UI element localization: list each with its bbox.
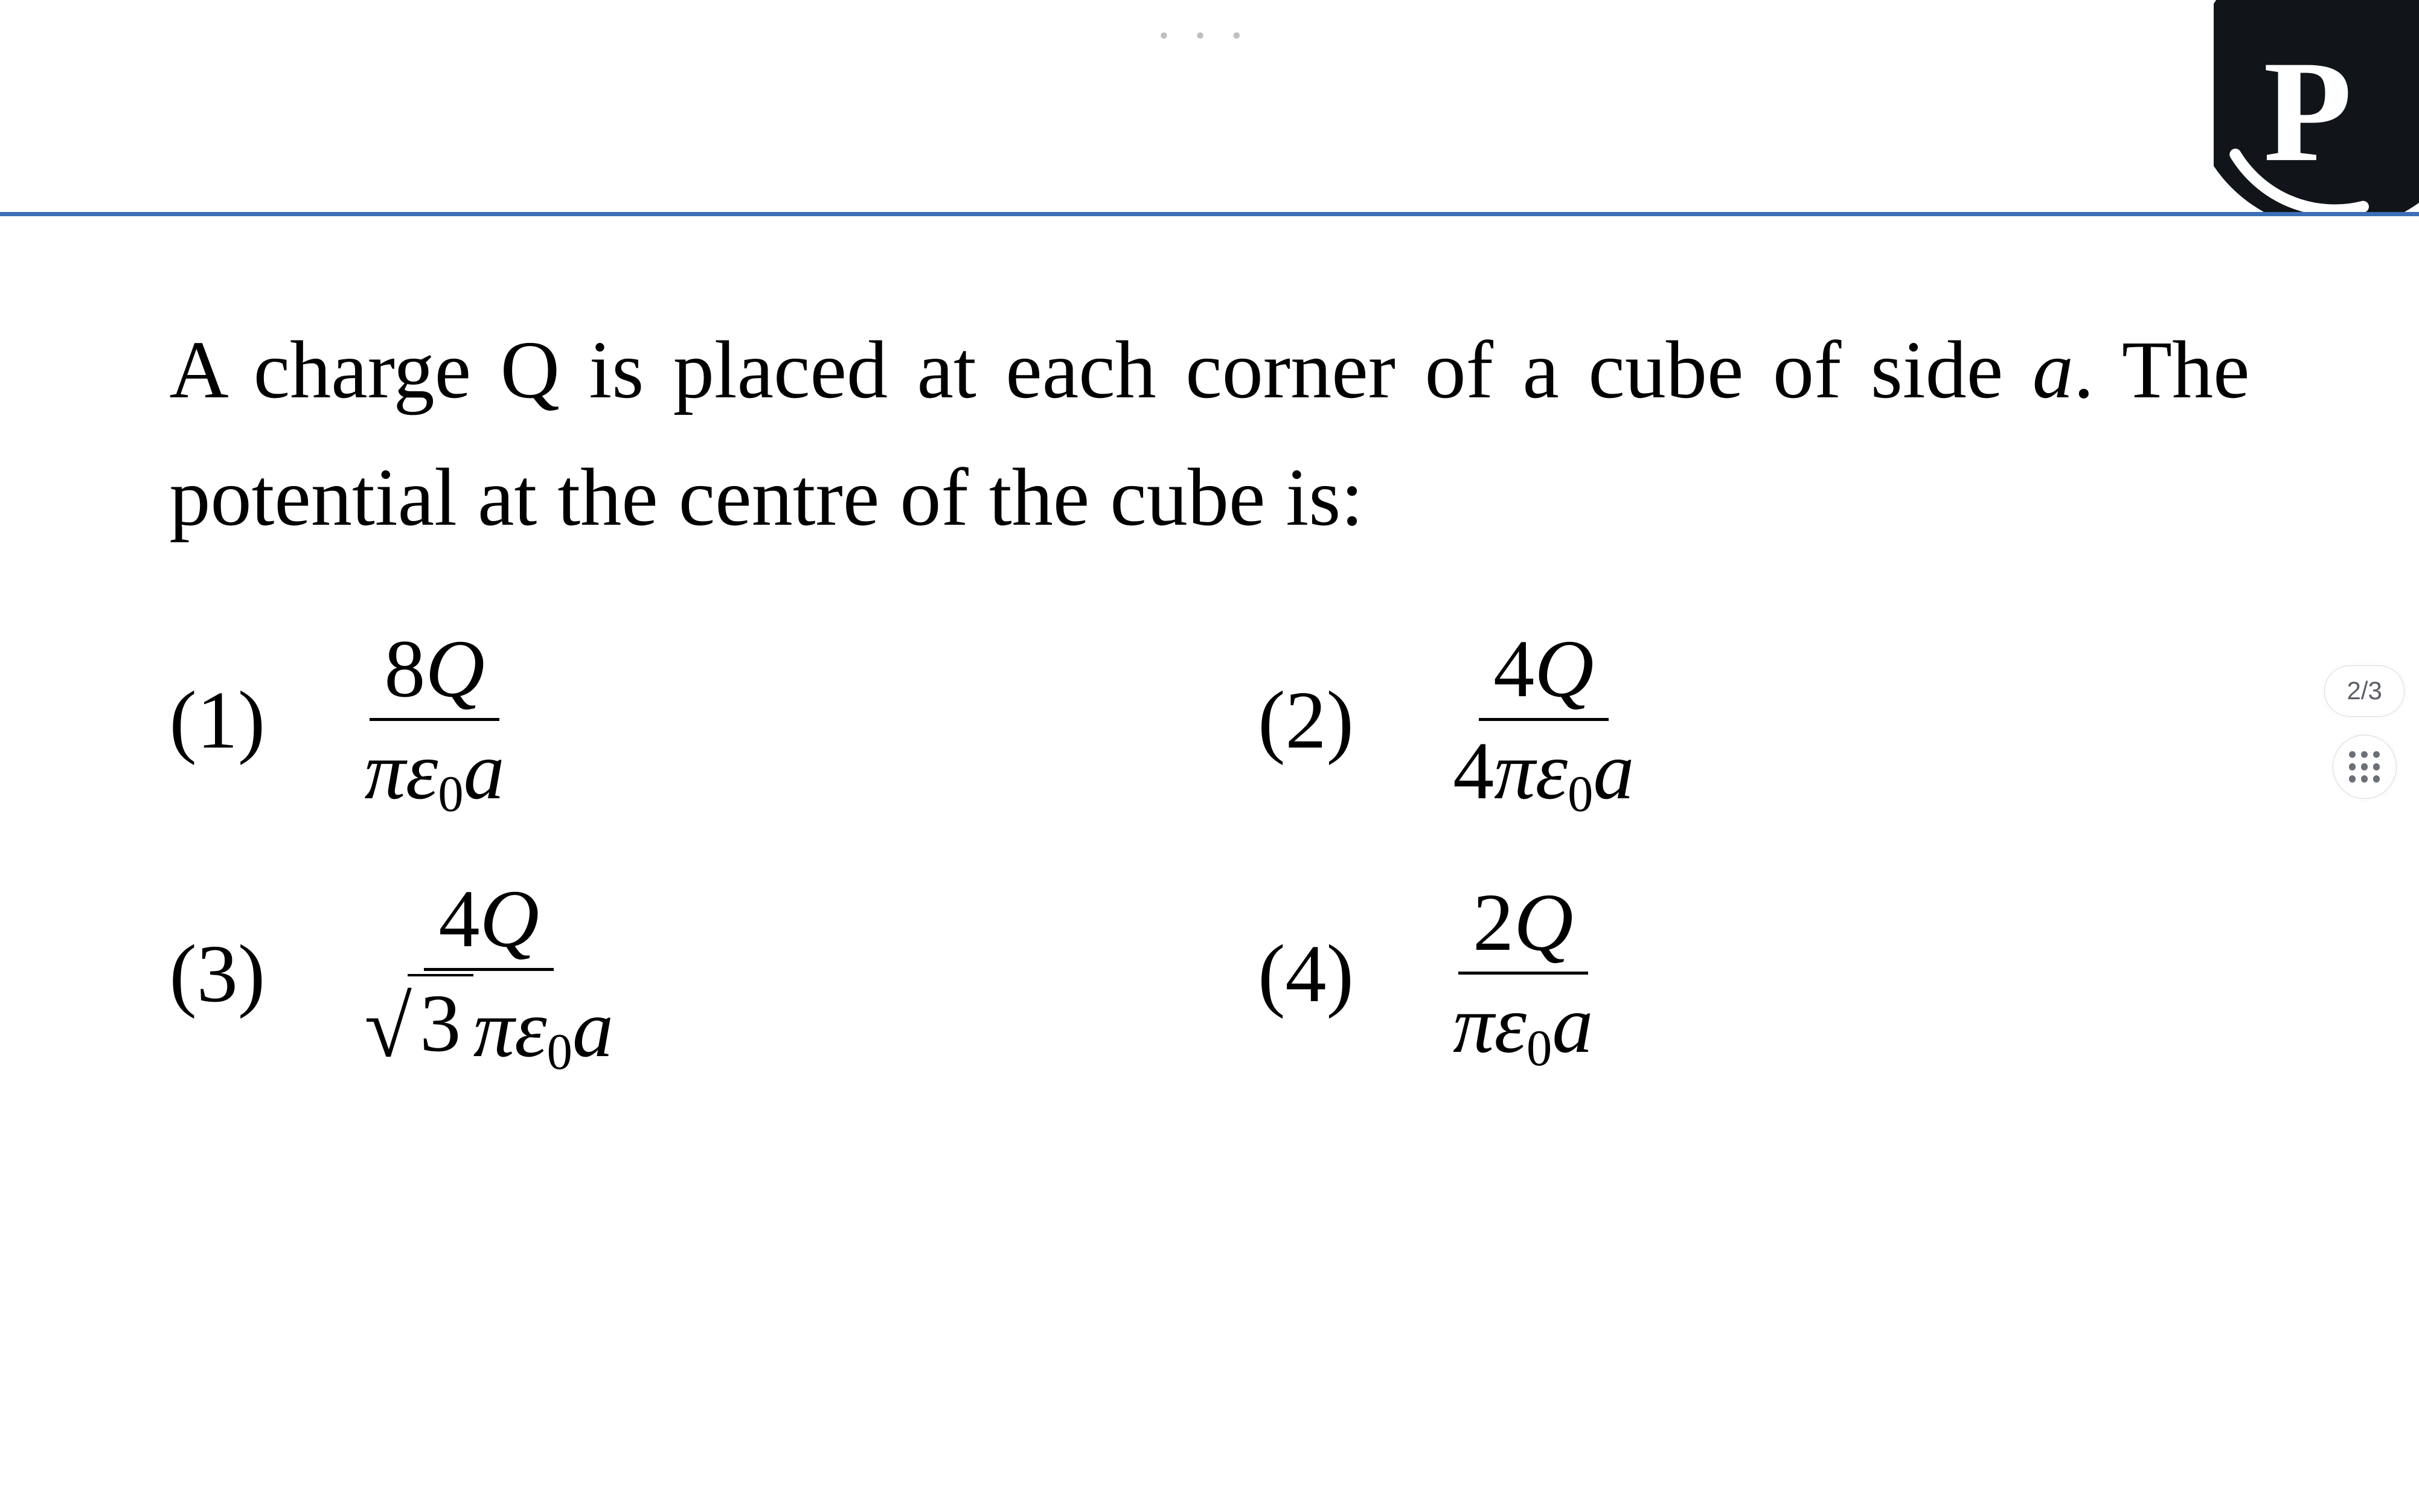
option-2-denominator: 4πε0a bbox=[1438, 721, 1648, 819]
page: ··· P A charge Q is placed at each corne… bbox=[0, 0, 2419, 1512]
option-3-a: a bbox=[572, 982, 614, 1077]
top-bar: ··· P bbox=[0, 0, 2419, 212]
option-2-num-sym: Q bbox=[1534, 624, 1594, 714]
option-2-eps: ε bbox=[1535, 724, 1568, 819]
option-4-numerator: 2Q bbox=[1458, 876, 1588, 975]
option-2-a: a bbox=[1593, 724, 1634, 819]
option-3-num-coeff: 4 bbox=[438, 874, 479, 964]
question-content: A charge Q is placed at each corner of a… bbox=[0, 216, 2419, 1168]
option-4-eps: ε bbox=[1494, 978, 1527, 1072]
option-4-label: (4) bbox=[1258, 927, 1354, 1021]
apps-grid-icon bbox=[2349, 751, 2380, 782]
option-2-numerator: 4Q bbox=[1479, 622, 1609, 721]
brand-logo-letter: P bbox=[2263, 39, 2352, 184]
option-1-label: (1) bbox=[169, 673, 265, 767]
option-3-sqrt: √ 3 bbox=[364, 974, 473, 1071]
side-controls: 2/3 bbox=[2324, 665, 2405, 799]
option-4-num-coeff: 2 bbox=[1473, 877, 1514, 968]
option-3-sqrt-content: 3 bbox=[408, 974, 473, 1071]
option-3-eps-sub: 0 bbox=[547, 1023, 572, 1081]
option-1-denominator: πε0a bbox=[350, 721, 519, 819]
option-1-eps-sub: 0 bbox=[438, 765, 463, 824]
brand-logo: P bbox=[2214, 0, 2419, 212]
option-4-eps-sub: 0 bbox=[1527, 1019, 1552, 1078]
option-2-fraction: 4Q 4πε0a bbox=[1438, 622, 1648, 819]
option-4-pi: π bbox=[1453, 978, 1494, 1072]
option-2-label: (2) bbox=[1258, 673, 1354, 767]
option-2[interactable]: (2) 4Q 4πε0a bbox=[1258, 622, 2249, 819]
option-3-eps: ε bbox=[514, 982, 547, 1077]
option-1-numerator: 8Q bbox=[370, 622, 499, 721]
option-3-num-sym: Q bbox=[480, 874, 539, 964]
option-2-eps-sub: 0 bbox=[1568, 765, 1593, 824]
drag-handle-ellipsis[interactable]: ··· bbox=[1155, 9, 1264, 62]
option-4-a: a bbox=[1552, 978, 1593, 1072]
question-text: A charge Q is placed at each corner of a… bbox=[169, 307, 2249, 562]
radical-icon: √ bbox=[364, 984, 411, 1071]
brand-logo-circle: P bbox=[2214, 0, 2419, 212]
option-3-numerator: 4Q bbox=[424, 872, 554, 971]
option-1-eps: ε bbox=[406, 724, 438, 819]
option-3-denominator: √ 3 πε0a bbox=[350, 971, 628, 1077]
option-4[interactable]: (4) 2Q πε0a bbox=[1258, 872, 2249, 1077]
option-2-lead: 4 bbox=[1453, 724, 1494, 819]
option-3-sqrt-val: 3 bbox=[420, 976, 461, 1071]
apps-grid-button[interactable] bbox=[2333, 735, 2397, 799]
option-1-num-coeff: 8 bbox=[384, 624, 425, 714]
option-3[interactable]: (3) 4Q √ 3 πε0a bbox=[169, 872, 1161, 1077]
option-3-pi: π bbox=[473, 982, 514, 1077]
option-1-num-sym: Q bbox=[425, 624, 484, 714]
options-grid: (1) 8Q πε0a (2) 4Q bbox=[169, 622, 2249, 1077]
option-4-num-sym: Q bbox=[1514, 877, 1573, 968]
option-1-pi: π bbox=[364, 724, 405, 819]
option-1-a: a bbox=[464, 724, 505, 819]
question-variable-a: a bbox=[2033, 325, 2074, 415]
option-3-label: (3) bbox=[169, 927, 265, 1021]
option-3-fraction: 4Q √ 3 πε0a bbox=[350, 872, 628, 1077]
page-indicator[interactable]: 2/3 bbox=[2324, 665, 2405, 717]
header-divider bbox=[0, 212, 2419, 216]
question-prefix: A charge Q is placed at each corner of a… bbox=[169, 325, 2032, 415]
option-2-pi: π bbox=[1494, 724, 1535, 819]
option-4-fraction: 2Q πε0a bbox=[1438, 876, 1607, 1072]
option-4-denominator: πε0a bbox=[1438, 975, 1607, 1072]
option-1-fraction: 8Q πε0a bbox=[350, 622, 519, 819]
option-1[interactable]: (1) 8Q πε0a bbox=[169, 622, 1161, 819]
option-2-num-coeff: 4 bbox=[1493, 624, 1534, 714]
